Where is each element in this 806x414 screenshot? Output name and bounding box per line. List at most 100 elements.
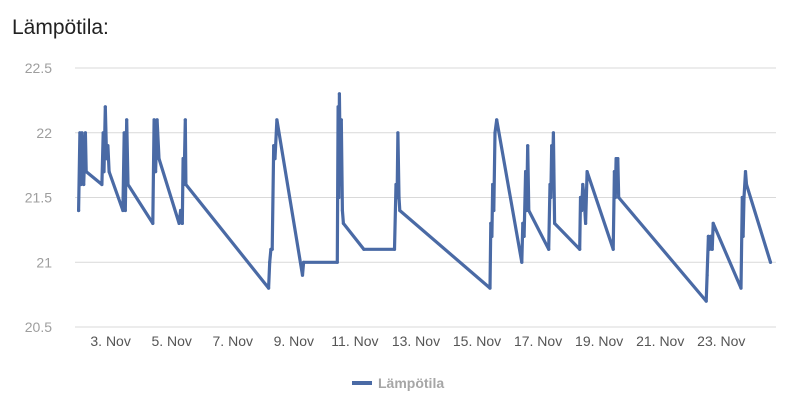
data-point: [550, 170, 555, 174]
y-tick-label: 20.5: [25, 319, 52, 335]
data-point: [177, 221, 181, 225]
x-tick-label: 23. Nov: [697, 333, 745, 349]
data-point: [547, 247, 551, 251]
y-tick-label: 21: [36, 254, 52, 270]
data-point: [157, 157, 161, 161]
legend-label: Lämpötila: [378, 375, 444, 391]
data-point: [83, 131, 87, 135]
series-layer: [76, 92, 773, 303]
data-point: [710, 247, 714, 251]
y-tick-label: 21.5: [25, 190, 52, 206]
y-axis-ticks: 20.5 21 21.5 22 22.5: [25, 60, 52, 335]
data-point: [613, 195, 617, 200]
x-tick-label: 9. Nov: [274, 333, 314, 349]
data-point: [490, 234, 494, 238]
data-point: [102, 170, 106, 174]
data-point: [617, 195, 621, 200]
data-point: [525, 208, 529, 213]
data-point: [339, 118, 343, 122]
data-point: [123, 208, 127, 213]
data-point: [397, 195, 401, 200]
data-point: [524, 170, 528, 174]
data-point: [267, 286, 271, 290]
data-point: [107, 170, 111, 174]
data-point: [101, 131, 105, 135]
data-point: [183, 118, 187, 122]
data-point: [181, 157, 185, 161]
data-point: [708, 247, 712, 251]
data-point: [394, 182, 398, 187]
series-line: [76, 92, 773, 303]
data-point: [742, 195, 746, 200]
x-tick-label: 21. Nov: [636, 333, 684, 349]
data-point: [520, 260, 524, 264]
data-point: [154, 170, 158, 174]
x-axis-ticks: 3. Nov 5. Nov 7. Nov 9. Nov 11. Nov 13. Nov 15…: [90, 333, 745, 349]
data-point: [155, 118, 159, 122]
data-point: [338, 182, 343, 187]
data-point: [489, 221, 493, 225]
data-point: [549, 195, 553, 200]
data-point: [704, 299, 708, 303]
data-point: [398, 208, 402, 213]
data-point: [495, 118, 499, 122]
x-tick-label: 15. Nov: [453, 333, 501, 349]
data-point: [522, 234, 526, 238]
data-point: [272, 144, 276, 148]
data-point: [711, 221, 715, 225]
data-point: [336, 105, 340, 109]
data-point: [392, 247, 397, 251]
data-point: [103, 105, 107, 109]
data-point: [578, 247, 582, 251]
data-point: [179, 208, 183, 213]
data-point: [585, 170, 589, 174]
y-tick-label: 22.5: [25, 60, 52, 76]
data-point: [551, 131, 556, 135]
data-point: [739, 286, 743, 290]
data-point: [548, 182, 552, 187]
data-point: [612, 170, 617, 174]
data-point: [335, 260, 339, 264]
data-point: [180, 221, 184, 225]
data-point: [275, 118, 279, 122]
data-point: [582, 195, 586, 200]
data-point: [105, 157, 109, 161]
data-point: [705, 273, 709, 277]
data-point: [491, 182, 495, 187]
data-point: [126, 182, 130, 187]
legend[interactable]: Lämpötila: [352, 375, 444, 391]
data-point: [581, 182, 585, 187]
data-point: [709, 234, 713, 238]
data-point: [584, 221, 588, 225]
x-tick-label: 3. Nov: [90, 333, 130, 349]
data-point: [768, 260, 773, 264]
data-point: [106, 144, 110, 148]
data-point: [268, 260, 272, 264]
data-point: [100, 182, 104, 187]
data-point: [302, 260, 306, 264]
data-point: [521, 221, 525, 225]
data-point: [580, 208, 584, 213]
data-point: [615, 182, 619, 187]
data-point: [526, 144, 530, 148]
data-point: [706, 234, 711, 238]
data-point: [125, 118, 129, 122]
data-point: [744, 182, 749, 187]
data-point: [270, 247, 274, 251]
data-point: [82, 182, 86, 187]
data-point: [273, 157, 277, 161]
data-point: [493, 131, 497, 135]
data-point: [611, 247, 615, 251]
data-point: [184, 182, 188, 187]
x-tick-label: 17. Nov: [514, 333, 562, 349]
x-tick-label: 19. Nov: [575, 333, 623, 349]
data-point: [550, 144, 554, 148]
data-point: [84, 170, 88, 174]
data-point: [492, 208, 496, 213]
data-point: [616, 157, 620, 161]
x-tick-label: 11. Nov: [331, 333, 378, 349]
data-point: [151, 221, 155, 225]
data-point: [77, 208, 81, 213]
data-point: [300, 273, 305, 277]
